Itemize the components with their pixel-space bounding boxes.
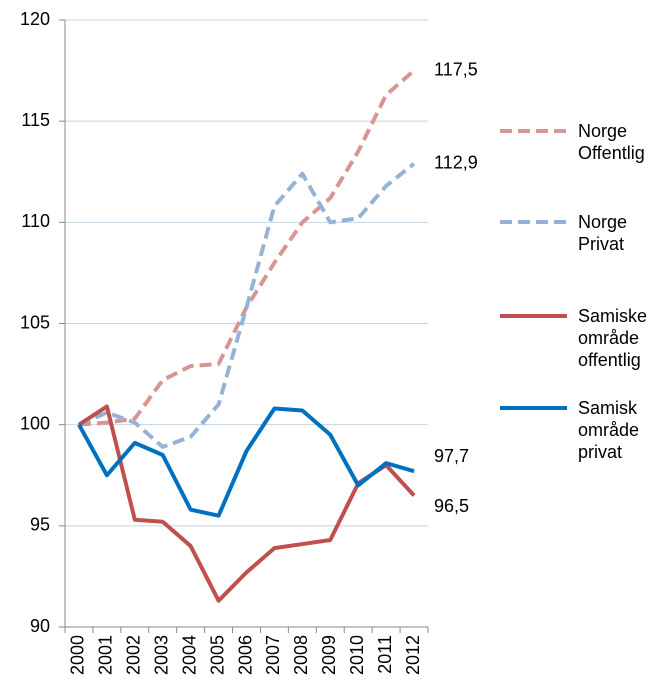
y-tick-label: 120 [20, 9, 50, 29]
x-tick-label: 2008 [291, 635, 311, 675]
x-tick-label: 2003 [151, 635, 171, 675]
data-label: 97,7 [434, 446, 469, 466]
x-tick-label: 2005 [207, 635, 227, 675]
y-tick-label: 105 [20, 312, 50, 332]
legend-label: Norge Privat [578, 212, 628, 254]
series-line [78, 69, 416, 427]
x-tick-label: 2004 [179, 635, 199, 675]
y-tick-label: 115 [21, 110, 50, 130]
series-line [77, 406, 415, 518]
y-tick-label: 90 [30, 616, 50, 636]
data-label: 117,5 [434, 59, 478, 79]
y-tick-label: 100 [20, 413, 50, 433]
legend-label: Samisk område privat [578, 398, 640, 462]
x-tick-label: 2011 [375, 635, 395, 674]
data-label: 96,5 [434, 496, 469, 516]
x-tick-label: 2002 [124, 635, 144, 675]
x-tick-label: 2010 [347, 635, 367, 675]
legend-label: Norge Offentlig [578, 121, 645, 163]
x-tick-label: 2009 [319, 635, 339, 675]
series-line [77, 404, 416, 603]
y-tick-label: 110 [21, 211, 50, 231]
x-tick-label: 2012 [403, 635, 423, 675]
x-tick-label: 2001 [96, 635, 116, 675]
series-line [78, 162, 416, 449]
x-tick-label: 2000 [68, 635, 88, 675]
x-tick-label: 2006 [235, 635, 255, 675]
data-label: 112,9 [434, 152, 478, 172]
y-tick-label: 95 [30, 515, 50, 535]
legend-label: Samiske område offentlig [578, 306, 648, 370]
x-tick-label: 2007 [263, 635, 283, 675]
